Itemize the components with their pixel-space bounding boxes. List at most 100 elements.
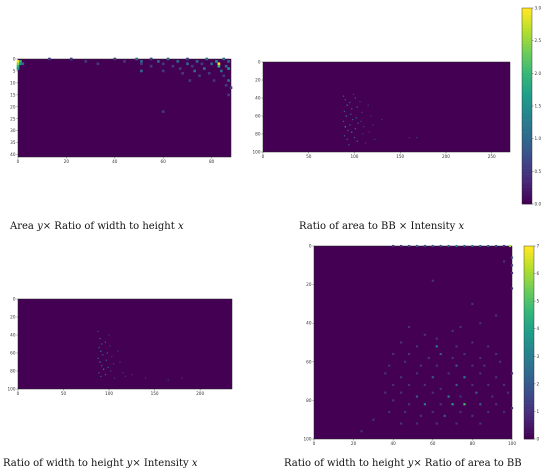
colorbar-segment [524, 294, 534, 298]
heatmap-plot-area [17, 298, 233, 390]
heatmap-cell [359, 101, 361, 103]
heatmap-cell [451, 356, 454, 360]
heatmap-cell [502, 260, 506, 263]
heatmap-cell [48, 57, 51, 61]
heatmap-cell [354, 97, 356, 99]
heatmap-cell [167, 379, 169, 381]
y-tick-label: 80 [10, 369, 16, 374]
colorbar-segment [524, 316, 534, 321]
y-tick-label: 60 [255, 114, 261, 119]
colorbar-segment [522, 40, 532, 45]
heatmap-cell [400, 422, 403, 425]
y-tick-label: 20 [255, 78, 261, 83]
x-tick-label: 0 [313, 441, 316, 446]
heatmap-cell [403, 360, 407, 363]
x-tick-label: 200 [196, 391, 204, 396]
colorbar-segment [522, 184, 532, 188]
heatmap-cell [415, 345, 419, 348]
colorbar-segment [524, 403, 534, 408]
y-tick-label: 80 [255, 132, 261, 137]
y-tick-label: 0 [309, 244, 312, 249]
heatmap-cell [348, 144, 350, 146]
x-tick-label: 60 [161, 159, 167, 164]
heatmap-cell [100, 350, 102, 352]
heatmap-cell [510, 256, 514, 259]
colorbar-segment [524, 287, 534, 292]
heatmap-cell [351, 131, 353, 133]
colorbar-segment [522, 21, 532, 25]
caption-area-vs-ratio-wh: Area y× Ratio of width to height x [10, 221, 184, 232]
colorbar-segment [524, 345, 534, 350]
x-tick-label: 50 [306, 154, 312, 159]
colorbar-segment [522, 164, 532, 169]
colorbar-segment [522, 99, 532, 104]
colorbar-segment [522, 135, 532, 139]
heatmap-cell [487, 410, 490, 414]
y-tick-label: 5 [13, 68, 16, 73]
x-tick-label: 50 [61, 391, 67, 396]
heatmap-cell [219, 69, 223, 73]
colorbar-tick-label: 0.5 [535, 169, 542, 174]
heatmap-cell [435, 345, 438, 348]
heatmap-cell [471, 302, 474, 305]
y-tick-label: 15 [10, 92, 16, 97]
heatmap-cell [400, 244, 403, 248]
colorbar-segment [522, 119, 532, 123]
heatmap-cell [479, 372, 482, 375]
colorbar-segment [522, 161, 532, 166]
heatmap-cell [149, 57, 153, 61]
x-tick-label: 0 [262, 154, 265, 159]
x-tick-label: 200 [442, 154, 450, 159]
heatmap-cell [107, 366, 109, 368]
heatmap-cell [479, 422, 482, 425]
heatmap-cell [510, 264, 514, 267]
heatmap-cell [109, 345, 111, 347]
colorbar-segment [522, 138, 532, 143]
heatmap-cell [347, 129, 349, 131]
colorbar-segment [524, 271, 534, 276]
colorbar-segment [524, 422, 534, 427]
heatmap-cell [439, 244, 442, 248]
heatmap-cell [475, 391, 478, 394]
heatmap-cell [447, 244, 450, 248]
colorbar-segment [524, 326, 534, 330]
colorbar-segment [524, 274, 534, 279]
heatmap-cell [463, 376, 466, 379]
heatmap-cell [463, 403, 466, 406]
heatmap-cell [108, 334, 110, 336]
heatmap-cell [16, 64, 20, 68]
colorbar-segment [524, 368, 534, 372]
x-tick-label: 0 [17, 391, 20, 396]
colorbar-segment [522, 151, 532, 156]
colorbar-segment [524, 393, 534, 398]
heatmap-cell [384, 391, 387, 394]
heatmap-cell [431, 391, 434, 394]
heatmap-cell [372, 418, 375, 421]
heatmap-cell [346, 104, 348, 106]
heatmap-cell [351, 108, 353, 110]
heatmap-cell [210, 62, 213, 66]
heatmap-cell [98, 347, 100, 349]
colorbar-segment [522, 200, 532, 205]
colorbar-segment [522, 60, 532, 64]
colorbar-segment [524, 313, 534, 318]
heatmap-cell [368, 131, 370, 133]
heatmap-cell [19, 60, 22, 63]
colorbar-segment [524, 429, 534, 433]
y-tick-label: 10 [10, 80, 16, 85]
colorbar-tick-label: 2.5 [535, 38, 542, 43]
heatmap-cell [455, 345, 458, 348]
heatmap-cell [431, 244, 434, 248]
heatmap-cell [215, 60, 218, 63]
heatmap-cell [207, 72, 211, 75]
heatmap-cell [423, 403, 426, 406]
y-tick-label: 100 [253, 150, 261, 155]
heatmap-cell [455, 383, 458, 387]
colorbar-segment [524, 278, 534, 282]
heatmap-cell [222, 74, 226, 78]
heatmap-cell [431, 410, 434, 414]
heatmap-cell [392, 383, 395, 387]
colorbar-segment [522, 141, 532, 146]
heatmap-cell [471, 244, 474, 248]
heatmap-cell [100, 375, 102, 377]
